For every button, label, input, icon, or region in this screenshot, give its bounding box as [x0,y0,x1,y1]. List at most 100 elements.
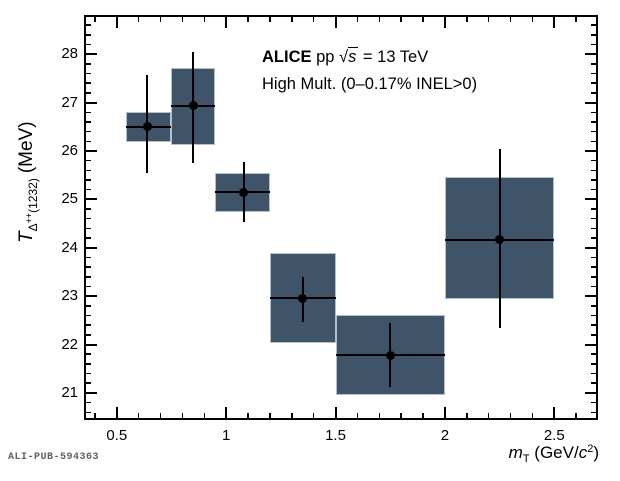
y-minor-tick-right [591,324,598,326]
y-minor-tick [84,334,91,336]
y-minor-tick [84,92,91,94]
y-minor-tick [84,130,91,133]
y-tick-label: 23 [61,287,78,305]
y-minor-tick-right [591,285,598,288]
sqrt-radical-symbol: √ [339,48,349,66]
y-minor-tick-right [591,43,598,46]
annotation-line1: ALICE pp √s = 13 TeV [262,44,477,71]
x-minor-tick [94,413,96,420]
y-tick-label: 27 [61,93,78,111]
x-minor-tick [159,413,162,420]
x-minor-tick-top [422,15,424,22]
y-minor-tick-right [591,159,598,162]
x-minor-tick [422,413,424,420]
y-minor-tick [84,411,91,413]
y-major-tick [84,53,97,56]
y-minor-tick [84,353,91,355]
y-minor-tick [84,140,91,143]
y-minor-tick-right [591,372,598,375]
data-point-marker [142,122,152,132]
data-point-marker [239,187,249,197]
x-minor-tick [269,413,271,420]
y-minor-tick-right [591,82,598,84]
plot-area [84,15,598,420]
x-minor-tick-top [269,15,271,22]
x-minor-tick [291,413,293,420]
y-minor-tick-right [591,169,598,172]
y-major-tick [84,149,97,152]
x-major-tick-top [115,15,118,28]
x-minor-tick [487,413,490,420]
y-tick-label: 24 [61,238,78,256]
x-major-tick [225,407,228,420]
y-minor-tick [84,324,91,326]
y-tick-label: 25 [61,190,78,208]
y-minor-tick-right [591,121,598,123]
y-minor-tick [84,179,91,181]
y-minor-tick [84,285,91,288]
y-minor-tick [84,24,91,26]
x-title-symbol: m [508,443,523,462]
data-point-marker [495,235,505,245]
x-minor-tick [531,413,534,420]
y-minor-tick [84,121,91,123]
x-tick-label: 1.5 [325,427,346,444]
y-minor-tick-right [591,24,598,26]
y-major-tick-right [585,149,598,152]
y-minor-tick-right [591,72,598,75]
y-minor-tick [84,169,91,172]
y-major-tick-right [585,198,598,201]
x-tick-label: 2.5 [543,427,565,444]
y-minor-tick [84,372,91,375]
x-minor-tick-top [531,15,534,22]
x-minor-tick [181,413,184,420]
y-major-tick-right [585,295,598,298]
charge-superscript: ++ [24,212,34,224]
y-major-tick-right [585,53,598,56]
y-minor-tick [84,82,91,84]
x-major-tick [334,407,337,420]
x-minor-tick-top [312,15,315,22]
collision-system: pp [311,48,340,66]
x-minor-tick-top [575,15,577,22]
y-minor-tick-right [591,401,598,404]
x-major-tick [553,407,556,420]
y-minor-tick-right [591,111,598,113]
y-minor-tick [84,256,91,259]
y-minor-tick-right [591,217,598,220]
y-tick-label: 21 [61,383,78,401]
x-major-tick-top [334,15,337,28]
figure-id-watermark: ALI-PUB-594363 [8,452,100,463]
y-minor-tick [84,363,91,365]
y-major-tick [84,295,97,298]
x-minor-tick-top [159,15,162,22]
x-minor-tick-top [400,15,402,22]
y-minor-tick [84,188,91,191]
y-minor-tick-right [591,305,598,307]
x-minor-tick-top [378,15,381,22]
x-tick-label: 0.5 [106,427,128,444]
y-tick-label: 22 [61,335,78,353]
x-major-tick [115,407,118,420]
y-minor-tick [84,43,91,46]
y-minor-tick [84,401,91,404]
sqrt-argument: s [348,47,359,66]
y-minor-tick-right [591,208,598,210]
y-minor-tick-right [591,227,598,230]
y-minor-tick-right [591,353,598,355]
x-minor-tick-top [94,15,96,22]
y-minor-tick [84,217,91,220]
y-major-tick-right [585,343,598,346]
x-minor-tick [247,413,249,420]
y-minor-tick-right [591,92,598,94]
x-minor-tick-top [509,15,512,22]
x-tick-label: 2 [440,427,450,444]
delta-symbol: Δ [26,223,40,232]
x-title-unit-close: ) [593,443,599,462]
y-minor-tick [84,63,91,65]
y-axis-title: TΔ++(1232)(MeV) [16,121,40,243]
x-tick-label: 1 [221,427,231,444]
x-title-unit-open: (GeV/ [529,443,579,462]
x-minor-tick [378,413,381,420]
y-minor-tick [84,72,91,75]
